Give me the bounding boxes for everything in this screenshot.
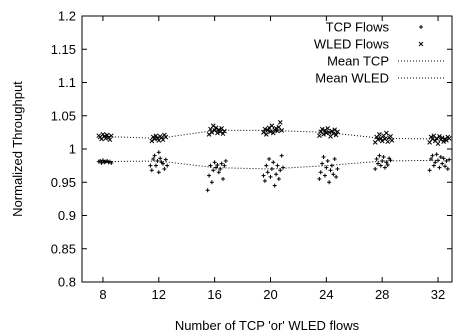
wled-flow-point [434, 136, 439, 141]
x-tick-label: 12 [152, 287, 166, 302]
wled-flows-series [96, 120, 452, 147]
x-tick-label: 28 [375, 287, 389, 302]
wled-flow-point [219, 126, 224, 131]
wled-flow-point [269, 123, 275, 129]
wled-flow-point [379, 138, 385, 144]
wled-flow-point [262, 126, 268, 132]
wled-flow-point [439, 135, 445, 141]
y-tick-label: 0.85 [51, 241, 76, 256]
wled-flow-point [437, 134, 442, 139]
wled-flow-point [220, 131, 226, 137]
wled-flow-point [321, 132, 326, 137]
wled-flow-point [265, 128, 271, 133]
legend-marker-cross [418, 41, 424, 47]
x-tick-label: 16 [207, 287, 221, 302]
wled-flow-point [270, 130, 276, 136]
wled-flow-point [222, 128, 227, 134]
wled-flow-point [431, 133, 437, 139]
legend-label-tcp-flows: TCP Flows [326, 20, 390, 35]
wled-flow-point [385, 139, 391, 145]
y-tick-label: 1 [69, 142, 76, 157]
y-tick-label: 1.15 [51, 42, 76, 57]
x-axis-ticks: 8 12 16 20 24 28 32 [99, 16, 445, 302]
wled-flow-point [107, 137, 113, 143]
wled-flow-point [382, 136, 388, 142]
wled-flow-point [441, 139, 446, 145]
wled-flow-point [215, 130, 220, 136]
y-axis-title: Normalized Throughput [10, 81, 25, 217]
mean-wled-line [102, 129, 439, 140]
wled-flow-point [377, 132, 382, 137]
y-tick-label: 0.9 [58, 208, 76, 223]
wled-flow-point [103, 136, 109, 141]
wled-flow-point [212, 128, 217, 133]
wled-flow-point [322, 128, 328, 133]
wled-flow-point [323, 130, 329, 136]
wled-flow-point [275, 128, 280, 134]
wled-flow-point [430, 136, 435, 142]
legend-label-mean-wled: Mean WLED [315, 71, 389, 86]
wled-flow-point [444, 138, 449, 143]
wled-flow-point [152, 136, 157, 142]
x-axis-title: Number of TCP 'or' WLED flows [175, 318, 360, 333]
x-tick-label: 8 [99, 287, 106, 302]
wled-flow-point [325, 126, 331, 131]
wled-flow-point [209, 130, 215, 135]
y-tick-label: 1.05 [51, 108, 76, 123]
wled-flow-point [273, 126, 279, 131]
wled-flow-point [153, 133, 159, 139]
legend-label-wled-flows: WLED Flows [314, 37, 390, 52]
x-tick-label: 24 [319, 287, 333, 302]
wled-flow-point [317, 133, 322, 139]
wled-flow-point [335, 129, 340, 135]
y-tick-label: 1.1 [58, 75, 76, 90]
wled-flow-point [277, 120, 283, 125]
y-tick-label: 0.8 [58, 275, 76, 290]
wled-flow-point [435, 141, 441, 147]
wled-flow-point [326, 130, 332, 135]
wled-flow-point [333, 132, 339, 138]
wled-flow-point [279, 128, 285, 133]
y-axis-ticks: 0.8 0.85 0.9 0.95 1 1.05 1.1 1.15 1.2 [51, 9, 452, 290]
wled-flow-point [388, 134, 393, 139]
wled-flow-point [210, 123, 216, 129]
wled-flow-point [389, 138, 395, 143]
legend-label-mean-tcp: Mean TCP [327, 54, 389, 69]
wled-flow-point [149, 138, 155, 144]
wled-flow-point [332, 127, 338, 133]
wled-flow-point [446, 136, 452, 141]
y-tick-label: 0.95 [51, 175, 76, 190]
wled-flow-point [108, 133, 114, 139]
wled-flow-point [268, 129, 273, 135]
y-tick-label: 1.2 [58, 9, 76, 24]
wled-flow-point [384, 130, 389, 136]
wled-flow-point [276, 124, 282, 130]
legend: TCP Flows WLED Flows Mean TCP Mean WLED [314, 20, 444, 86]
plot-frame [81, 15, 453, 283]
scatter-points [96, 120, 452, 193]
wled-flow-point [375, 137, 381, 143]
wled-flow-point [261, 130, 266, 135]
x-tick-label: 32 [431, 287, 445, 302]
legend-swatch-wled-flows [418, 41, 424, 47]
wled-flow-point [206, 132, 212, 137]
wled-flow-point [213, 125, 219, 131]
wled-flow-point [104, 132, 110, 138]
wled-flow-point [432, 138, 438, 144]
legend-swatch-tcp-flows [419, 25, 423, 29]
wled-flow-point [163, 134, 169, 140]
wled-flow-point [266, 125, 272, 131]
wled-flow-point [329, 128, 335, 134]
wled-flow-point [217, 129, 223, 135]
wled-flow-point [263, 132, 269, 137]
wled-flow-point [318, 129, 324, 135]
wled-flow-point [319, 126, 325, 132]
wled-flow-point [330, 131, 336, 137]
tcp-flows-series [96, 150, 452, 193]
x-tick-label: 20 [263, 287, 277, 302]
